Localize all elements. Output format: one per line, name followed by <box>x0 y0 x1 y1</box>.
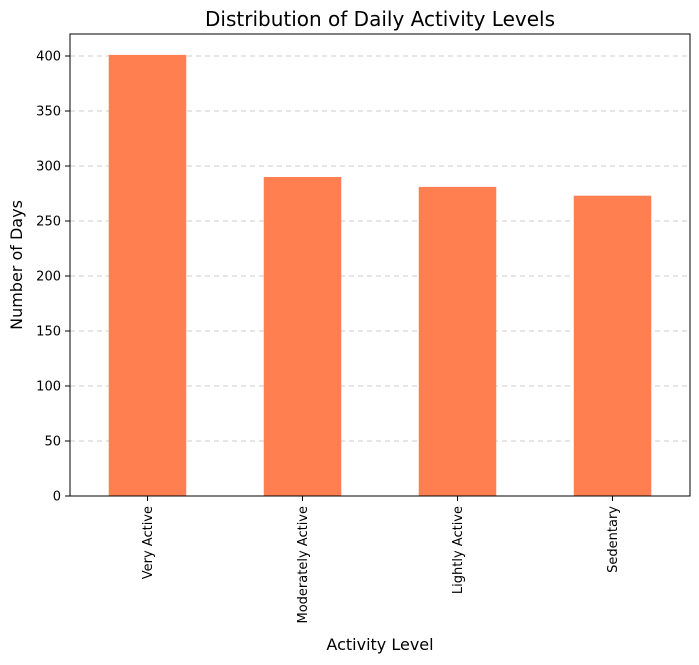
x-axis: Very Active Moderately Active Lightly Acti… <box>141 496 621 623</box>
y-axis-label: Number of Days <box>7 200 26 330</box>
plot-frame <box>69 33 691 497</box>
y-tick-label: 250 <box>36 215 61 230</box>
y-tick-label: 200 <box>36 270 61 285</box>
bar-very-active <box>108 54 187 497</box>
x-axis-label: Activity Level <box>326 635 433 654</box>
bar-lightly-active <box>418 186 497 496</box>
chart-title: Distribution of Daily Activity Levels <box>205 7 555 31</box>
y-axis: 0 50 100 150 200 250 300 350 400 <box>36 50 70 505</box>
y-tick-label: 400 <box>36 50 61 65</box>
y-tick-label: 0 <box>53 490 61 505</box>
y-tick-label: 50 <box>44 435 61 450</box>
x-tick-label: Sedentary <box>606 506 621 573</box>
y-tick-label: 150 <box>36 325 61 340</box>
y-tick-label: 300 <box>36 160 61 175</box>
bars <box>108 54 652 497</box>
bar-sedentary <box>573 195 652 496</box>
x-tick-label: Moderately Active <box>296 506 311 623</box>
y-tick-label: 100 <box>36 380 61 395</box>
x-tick-label: Very Active <box>141 506 156 579</box>
bar-moderately-active <box>263 177 342 496</box>
y-tick-label: 350 <box>36 105 61 120</box>
x-tick-label: Lightly Active <box>451 506 466 594</box>
